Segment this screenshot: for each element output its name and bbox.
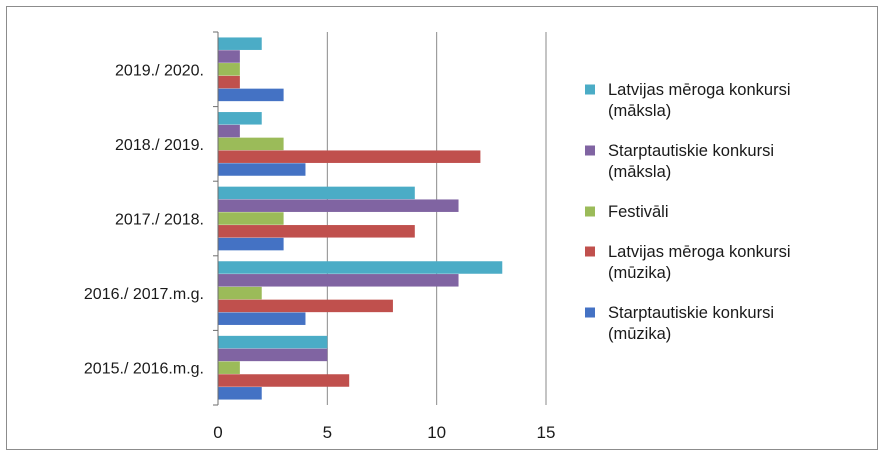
bar	[218, 50, 240, 63]
bar	[218, 361, 240, 374]
bar	[218, 335, 328, 349]
bar	[218, 112, 262, 125]
legend-label: Starptautiskie konkursi (māksla)	[608, 142, 774, 181]
legend-swatch	[585, 307, 595, 318]
x-tick-label: 15	[537, 423, 556, 442]
bar	[218, 387, 262, 400]
bar	[218, 75, 240, 89]
x-tick-label: 5	[323, 423, 332, 442]
bar	[218, 261, 503, 274]
legend-label: Latvijas mēroga konkursi (mūzika)	[608, 243, 791, 282]
bar	[218, 312, 306, 325]
axes: 2015./ 2016.m.g. 2016./ 2017.m.g. 2017./ 2…	[84, 31, 556, 442]
legend: Latvijas mēroga konkursi (māksla) Starptau…	[585, 81, 791, 343]
x-tick-label: 10	[427, 423, 446, 442]
category-label: 2017./ 2018.	[115, 212, 204, 229]
legend-label: Festivāli	[608, 203, 669, 221]
bar	[218, 137, 284, 151]
gridlines	[326, 32, 547, 405]
bar	[218, 237, 284, 251]
bar	[218, 124, 240, 138]
bar	[218, 274, 459, 287]
bar	[218, 212, 284, 225]
bar	[218, 88, 284, 102]
legend-swatch	[585, 246, 595, 257]
legend-swatch	[585, 84, 595, 95]
chart-frame: 2015./ 2016.m.g. 2016./ 2017.m.g. 2017./ 2…	[6, 6, 878, 450]
bar	[218, 63, 240, 76]
category-label: 2015./ 2016.m.g.	[84, 361, 204, 378]
bar-chart: 2015./ 2016.m.g. 2016./ 2017.m.g. 2017./ 2…	[84, 31, 791, 442]
bar	[218, 199, 459, 212]
bar	[218, 150, 481, 163]
bar	[218, 299, 393, 313]
bar	[218, 286, 262, 300]
bar	[218, 163, 306, 176]
legend-label: Starptautiskie konkursi (mūzika)	[608, 304, 774, 343]
bars	[218, 37, 503, 400]
bar	[218, 374, 350, 387]
x-tick-label: 0	[213, 423, 222, 442]
legend-swatch	[585, 206, 595, 217]
bar	[218, 186, 415, 200]
category-label: 2016./ 2017.m.g.	[84, 286, 204, 303]
category-label: 2018./ 2019.	[115, 137, 204, 154]
bar	[218, 225, 415, 238]
legend-label: Latvijas mēroga konkursi (māksla)	[608, 81, 791, 120]
category-label: 2019./ 2020.	[115, 62, 204, 79]
bar	[218, 348, 328, 362]
bar	[218, 37, 262, 50]
legend-swatch	[585, 145, 595, 156]
